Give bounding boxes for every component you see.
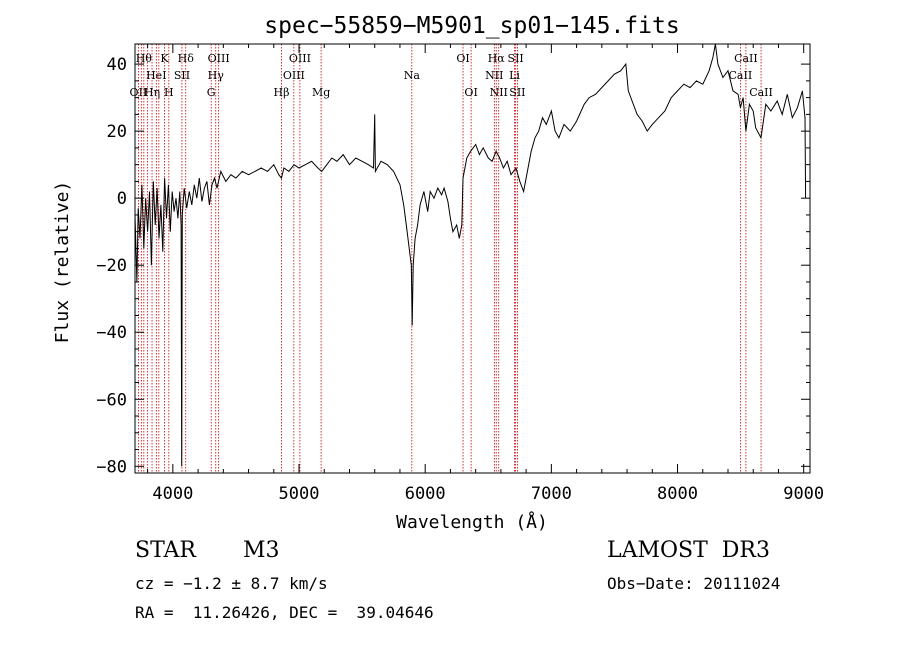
y-axis-label: Flux (relative) [52,181,73,344]
line-label-24: Li [509,69,520,82]
line-label-0: OII [130,86,148,99]
line-label-11: G [207,86,216,99]
line-label-7: K [160,52,169,65]
y-axis: −80 −60 −40 −20 0 20 40 [96,55,810,477]
line-label-19: OI [456,52,469,65]
x-tick-label: 4000 [152,484,193,504]
redshift-velocity: cz = −1.2 ± 8.7 km/s [135,574,328,593]
sky-coordinates: RA = 11.26426, DEC = 39.04646 [135,603,434,622]
x-tick-label: 6000 [405,484,446,504]
line-label-12: Hγ [208,69,225,82]
line-label-4: Hη [144,86,160,99]
chart-title: spec−55859−M5901_sp01−145.fits [264,13,679,39]
line-label-26: SII [509,86,525,99]
y-tick-label: 40 [107,55,127,75]
object-subclass: M3 [243,538,280,563]
x-tick-label: 9000 [783,484,824,504]
line-label-15: OIII [283,69,305,82]
y-tick-label: −60 [96,390,127,410]
line-label-28: CaII [734,52,758,65]
line-label-10: Hδ [178,52,195,65]
line-label-5: HeI [146,69,166,82]
line-label-2: Hθ [136,52,153,65]
y-tick-label: −20 [96,256,127,276]
line-label-17: Mg [312,86,330,99]
line-label-20: OI [464,86,477,99]
spectral-line-markers [138,44,762,473]
line-label-27: CaII [729,69,753,82]
x-tick-label: 8000 [657,484,698,504]
x-axis: 4000 5000 6000 7000 8000 9000 [147,44,824,504]
x-tick-label: 7000 [531,484,572,504]
y-tick-label: 0 [117,189,127,209]
line-label-16: OIII [289,52,311,65]
line-label-23: NII [490,86,508,99]
y-tick-label: −80 [96,457,127,477]
y-tick-label: 20 [107,122,127,142]
observation-date: Obs−Date: 20111024 [607,574,781,593]
plot-frame [134,43,811,474]
spectral-line-labels: OIIHθHηHeIKHSIIHδGHγOIIIHβOIIIOIIIMgNaOI… [130,52,773,99]
x-tick-label: 5000 [279,484,320,504]
flux-series-line [134,43,807,467]
line-label-25: SII [508,52,524,65]
line-label-9: SII [174,69,190,82]
line-label-13: OIII [208,52,230,65]
line-label-22: Hα [488,52,506,65]
line-label-18: Na [404,69,421,82]
line-label-21: NII [485,69,503,82]
survey-name: LAMOST DR3 [607,538,770,563]
line-label-8: H [164,86,174,99]
x-axis-label: Wavelength (Å) [396,511,548,533]
line-label-14: Hβ [274,86,290,99]
y-tick-label: −40 [96,323,127,343]
object-type: STAR [135,538,196,563]
line-label-29: CaII [749,86,773,99]
